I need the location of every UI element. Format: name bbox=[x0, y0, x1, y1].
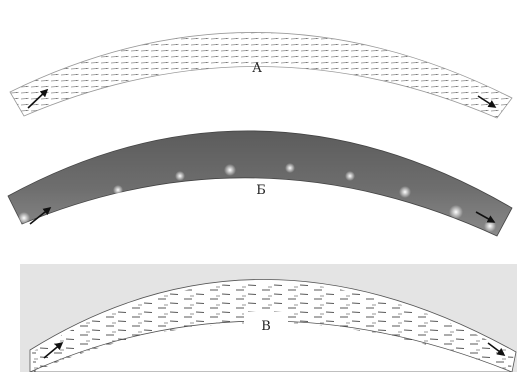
panel-b-highlights bbox=[18, 163, 496, 232]
panel-a: А bbox=[9, 32, 513, 119]
panel-c-label: В bbox=[261, 319, 271, 334]
panel-a-channel bbox=[9, 32, 513, 119]
panel-a-inlet-arrow bbox=[27, 88, 49, 109]
panel-a-outlet-arrow bbox=[477, 95, 497, 108]
panel-b-channel bbox=[7, 130, 513, 237]
panel-c-label-box bbox=[244, 312, 288, 338]
panel-a-label: А bbox=[252, 61, 262, 76]
panel-c-streak-band bbox=[32, 282, 514, 372]
panel-b-inlet-arrow bbox=[29, 207, 52, 225]
panel-c-inlet-arrow bbox=[43, 341, 64, 359]
panel-b-label: Б bbox=[256, 183, 266, 198]
panel-b-outlet-arrow bbox=[475, 211, 496, 223]
panel-c: В bbox=[20, 264, 517, 372]
panel-c-outlet-arrow bbox=[487, 342, 506, 356]
panel-b: Б bbox=[7, 130, 513, 237]
